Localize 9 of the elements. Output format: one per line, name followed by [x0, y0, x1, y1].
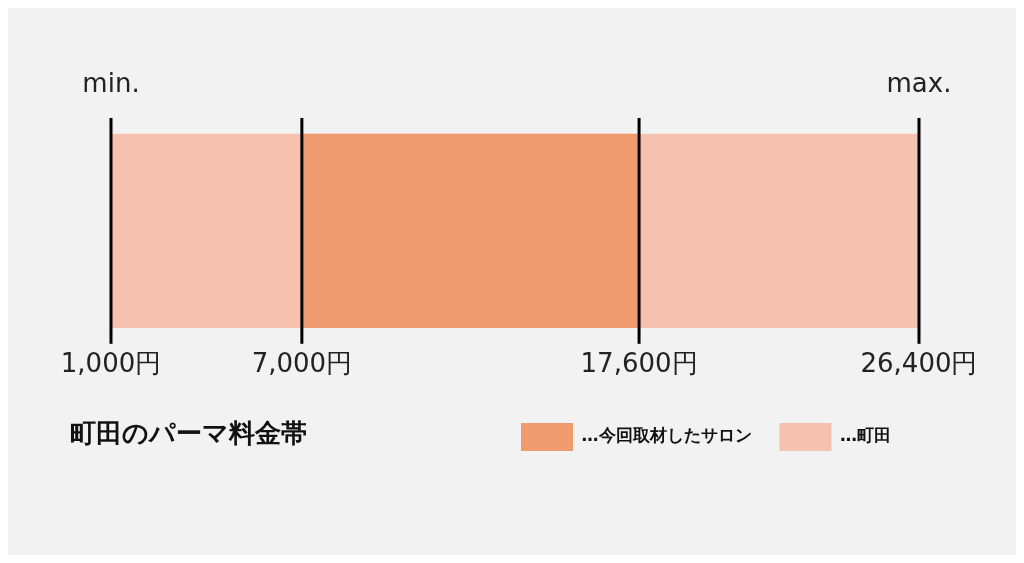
- text: 町田のパーマ料金帯: [70, 417, 307, 450]
- ref-line-label: min.: [82, 67, 140, 98]
- x-tick-label: 17,600円: [580, 348, 698, 379]
- x-tick-label: 7,000円: [251, 348, 353, 379]
- x-tick-label: 26,400円: [860, 348, 978, 379]
- ref-line-label: max.: [886, 67, 952, 98]
- legend-label: …町田: [840, 425, 891, 446]
- x-tick-label: 1,000円: [60, 348, 162, 379]
- legend-label: …今回取材したサロン: [581, 425, 752, 446]
